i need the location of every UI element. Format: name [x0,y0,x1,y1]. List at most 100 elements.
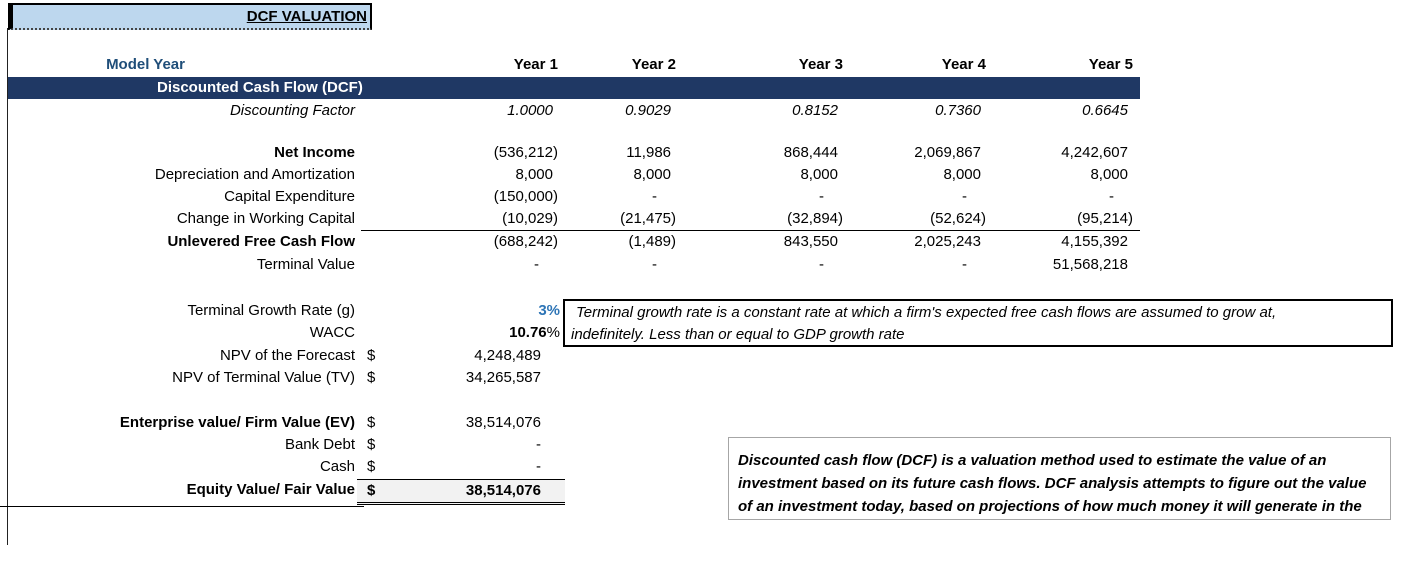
note-line: Terminal growth rate is a constant rate … [576,304,1277,321]
cell-value[interactable]: - [962,188,967,205]
cell-value[interactable]: - [534,256,539,273]
cell-value[interactable]: - [819,188,824,205]
cell-value: - [536,458,541,475]
cell-value[interactable]: (21,475) [620,210,676,227]
cell-value[interactable]: 2,025,243 [914,233,981,250]
terminal-value-row: Terminal Value - - - - 51,568,218 [8,254,1140,276]
title-banner: DCF VALUATION [8,3,372,30]
subtotal-top-border [361,230,1140,231]
section-header-label: Discounted Cash Flow (DCF) [157,79,363,96]
cell-value[interactable]: - [1109,188,1114,205]
cell-value[interactable]: 0.6645 [1082,102,1128,119]
wacc-value-cell[interactable]: 10.76% [357,322,565,344]
model-year-header: Model Year [106,56,185,73]
cell-value[interactable]: (150,000) [493,188,558,205]
bank-debt-row: Bank Debt $ - [8,434,1140,456]
cell-value[interactable]: - [652,256,657,273]
dollar-sign: $ [367,458,376,475]
npv-terminal-value-row: NPV of Terminal Value (TV) $ 34,265,587 [8,367,1140,389]
cell-value[interactable]: 1.0000 [507,102,553,119]
cell-value[interactable]: - [962,256,967,273]
cell-value[interactable]: (688,242) [493,233,558,250]
dollar-sign: $ [367,482,376,499]
wacc-percent-sign: % [546,324,560,341]
cell-value[interactable]: 8,000 [943,166,981,183]
row-label: NPV of Terminal Value (TV) [172,369,355,386]
wacc-row: WACC 10.76% [8,322,1140,344]
cell-value[interactable]: 8,000 [800,166,838,183]
enterprise-value-cell[interactable]: $ 38,514,076 [357,412,565,434]
cell-value[interactable]: 0.9029 [625,102,671,119]
cell-value[interactable]: 11,986 [626,144,671,161]
year-header-4: Year 4 [941,56,986,73]
cell-value[interactable]: 8,000 [633,166,671,183]
cell-value[interactable]: (1,489) [628,233,676,250]
dollar-sign: $ [367,369,376,386]
cell-value: 38,514,076 [465,414,541,431]
bank-debt-cell[interactable]: $ - [357,434,565,456]
cash-row: Cash $ - [8,456,1140,478]
cell-value[interactable]: 4,242,607 [1061,144,1128,161]
cell-value[interactable]: (10,029) [502,210,558,227]
cell-value[interactable]: (52,624) [930,210,986,227]
cell-value: 34,265,587 [465,369,541,386]
cell-value[interactable]: 0.8152 [792,102,838,119]
row-label: Equity Value/ Fair Value [186,481,355,498]
note-line: indefinitely. Less than or equal to GDP … [571,326,905,343]
discounting-factor-row: Discounting Factor 1.0000 0.9029 0.8152 … [8,100,1140,122]
note-line: of an investment today, based on project… [738,498,1362,515]
note-line: Discounted cash flow (DCF) is a valuatio… [738,452,1327,469]
page-title: DCF VALUATION [246,8,367,25]
cell-value[interactable]: 2,069,867 [914,144,981,161]
npv-tv-cell[interactable]: $ 34,265,587 [357,367,565,389]
equity-value-cell[interactable]: $ 38,514,076 [357,479,565,505]
dollar-sign: $ [367,414,376,431]
dcf-definition-note-box[interactable]: Discounted cash flow (DCF) is a valuatio… [728,437,1391,520]
terminal-growth-row: Terminal Growth Rate (g) 3% [8,300,1140,322]
row-label: Terminal Value [256,256,355,273]
npv-forecast-cell[interactable]: $ 4,248,489 [357,345,565,367]
depreciation-row: Depreciation and Amortization 8,000 8,00… [8,164,1140,186]
cash-cell[interactable]: $ - [357,456,565,478]
cell-value[interactable]: 868,444 [783,144,838,161]
wacc-number: 10.76 [509,324,547,341]
cell-value[interactable]: 51,568,218 [1052,256,1128,273]
cell-value[interactable]: (536,212) [493,144,558,161]
row-label: Enterprise value/ Firm Value (EV) [119,414,355,431]
row-label: WACC [309,324,355,341]
npv-forecast-row: NPV of the Forecast $ 4,248,489 [8,345,1140,367]
capex-row: Capital Expenditure (150,000) - - - - [8,186,1140,208]
terminal-growth-note-box[interactable]: Terminal growth rate is a constant rate … [563,299,1393,347]
row-label: Terminal Growth Rate (g) [187,302,355,319]
year-header-row: Model Year Year 1 Year 2 Year 3 Year 4 Y… [8,54,1140,76]
enterprise-value-row: Enterprise value/ Firm Value (EV) $ 38,5… [8,412,1140,434]
terminal-growth-input-cell[interactable]: 3% [538,302,560,319]
row-label: NPV of the Forecast [219,347,355,364]
year-header-2: Year 2 [631,56,676,73]
net-income-row: Net Income (536,212) 11,986 868,444 2,06… [8,142,1140,164]
cell-value[interactable]: - [819,256,824,273]
cell-value: 4,248,489 [474,347,541,364]
cell-value[interactable]: 8,000 [515,166,553,183]
equity-value-row: Equity Value/ Fair Value $ 38,514,076 [8,479,1140,505]
cell-value: 38,514,076 [465,482,541,499]
row-label: Change in Working Capital [176,210,355,227]
cell-value[interactable]: (95,214) [1077,210,1133,227]
row-label: Net Income [274,144,355,161]
note-line: investment based on its future cash flow… [738,475,1367,492]
row-label: Capital Expenditure [224,188,355,205]
cell-value[interactable]: 4,155,392 [1061,233,1128,250]
cell-value[interactable]: 843,550 [783,233,838,250]
cell-value[interactable]: 0.7360 [935,102,981,119]
cell-value[interactable]: (32,894) [787,210,843,227]
row-label: Cash [319,458,355,475]
year-header-5: Year 5 [1088,56,1133,73]
cell-value[interactable]: - [652,188,657,205]
row-label: Depreciation and Amortization [154,166,355,183]
row-label: Bank Debt [284,436,355,453]
section-header-bar: Discounted Cash Flow (DCF) [8,77,1140,99]
cell-value[interactable]: 8,000 [1090,166,1128,183]
row-label: Discounting Factor [229,102,355,119]
print-area-left-border [7,28,8,545]
unlevered-fcf-row: Unlevered Free Cash Flow (688,242) (1,48… [8,231,1140,253]
